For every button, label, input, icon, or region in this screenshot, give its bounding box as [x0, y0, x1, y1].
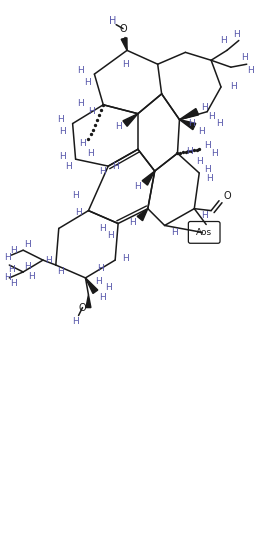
- Text: H: H: [84, 77, 91, 86]
- Text: H: H: [198, 127, 205, 136]
- Polygon shape: [179, 108, 199, 120]
- Text: O: O: [223, 191, 231, 201]
- Text: H: H: [87, 149, 94, 158]
- Text: H: H: [107, 231, 114, 240]
- FancyBboxPatch shape: [188, 221, 220, 243]
- Text: H: H: [188, 119, 195, 128]
- Text: O: O: [79, 302, 86, 313]
- Polygon shape: [179, 120, 196, 129]
- Text: H: H: [95, 277, 102, 286]
- Text: H: H: [4, 273, 11, 282]
- Text: H: H: [216, 119, 222, 128]
- Text: H: H: [65, 162, 72, 171]
- Text: O: O: [119, 24, 127, 34]
- Text: H: H: [59, 127, 66, 136]
- Text: H: H: [122, 253, 128, 263]
- Text: H: H: [134, 183, 141, 191]
- Text: H: H: [241, 53, 248, 62]
- Text: H: H: [24, 240, 31, 249]
- Text: H: H: [59, 152, 66, 161]
- Text: H: H: [46, 256, 52, 265]
- Text: H: H: [28, 272, 34, 281]
- Text: H: H: [99, 293, 106, 302]
- Text: H: H: [112, 162, 119, 171]
- Polygon shape: [85, 278, 98, 294]
- Text: Aos: Aos: [196, 228, 212, 237]
- Polygon shape: [121, 38, 127, 50]
- Text: H: H: [206, 175, 213, 184]
- Text: H: H: [122, 60, 128, 69]
- Polygon shape: [86, 295, 91, 308]
- Text: H: H: [204, 141, 211, 150]
- Text: H: H: [171, 228, 178, 237]
- Text: H: H: [186, 147, 193, 156]
- Text: H: H: [4, 252, 11, 262]
- Text: H: H: [72, 317, 79, 326]
- Text: H: H: [233, 30, 240, 39]
- Polygon shape: [137, 209, 148, 221]
- Text: H: H: [72, 191, 79, 200]
- Text: H: H: [110, 16, 117, 26]
- Text: H: H: [24, 262, 31, 271]
- Polygon shape: [123, 114, 138, 126]
- Text: H: H: [115, 122, 121, 131]
- Text: H: H: [99, 166, 106, 176]
- Polygon shape: [142, 171, 155, 185]
- Text: H: H: [247, 66, 254, 75]
- Text: H: H: [105, 284, 112, 292]
- Text: H: H: [211, 149, 218, 158]
- Text: H: H: [75, 208, 82, 217]
- Text: H: H: [231, 83, 237, 91]
- Text: H: H: [10, 279, 17, 288]
- Text: H: H: [201, 211, 207, 220]
- Text: H: H: [10, 246, 17, 255]
- Text: H: H: [88, 107, 95, 116]
- Text: H: H: [77, 66, 84, 75]
- Text: H: H: [130, 218, 136, 227]
- Text: H: H: [201, 103, 207, 112]
- Text: H: H: [208, 112, 214, 121]
- Text: H: H: [8, 265, 15, 274]
- Text: H: H: [196, 157, 203, 165]
- Text: H: H: [97, 264, 104, 272]
- Text: H: H: [77, 99, 84, 108]
- Text: H: H: [57, 267, 64, 277]
- Text: H: H: [221, 36, 227, 45]
- Text: H: H: [79, 139, 86, 148]
- Text: H: H: [99, 224, 106, 233]
- Text: H: H: [57, 115, 64, 124]
- Text: H: H: [204, 164, 211, 173]
